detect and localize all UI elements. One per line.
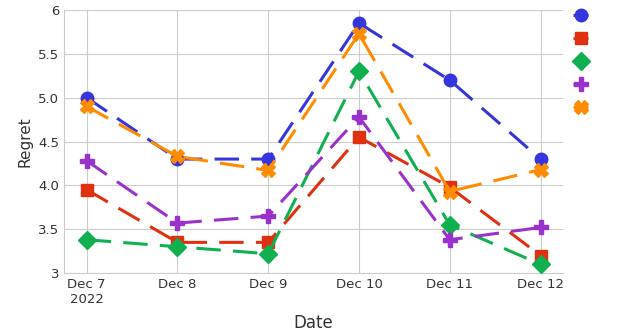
Y-axis label: Regret: Regret: [17, 116, 33, 167]
X-axis label: Date: Date: [294, 314, 333, 332]
Legend: , , , , : , , , ,: [568, 5, 603, 120]
